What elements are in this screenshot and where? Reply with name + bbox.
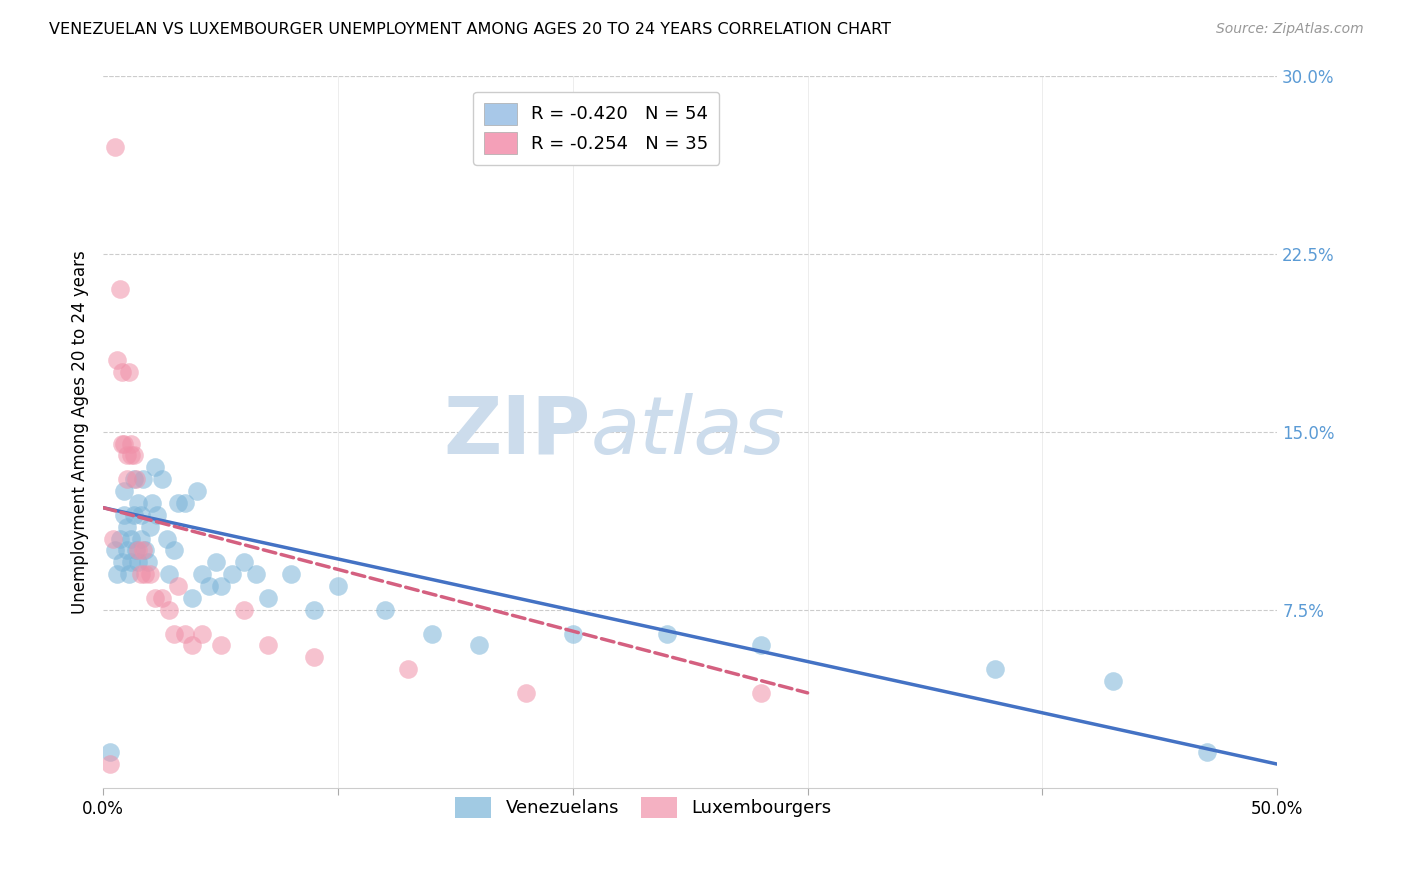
Point	[129, 532, 152, 546]
Point	[396, 662, 419, 676]
Point	[111, 555, 134, 569]
Point	[143, 591, 166, 605]
Point	[112, 436, 135, 450]
Point	[655, 626, 678, 640]
Legend: Venezuelans, Luxembourgers: Venezuelans, Luxembourgers	[449, 789, 838, 825]
Point	[209, 639, 232, 653]
Point	[420, 626, 443, 640]
Point	[190, 626, 212, 640]
Point	[190, 567, 212, 582]
Text: atlas: atlas	[591, 392, 785, 471]
Point	[181, 591, 204, 605]
Point	[174, 496, 197, 510]
Point	[112, 484, 135, 499]
Point	[146, 508, 169, 522]
Point	[256, 591, 278, 605]
Point	[120, 532, 142, 546]
Point	[280, 567, 302, 582]
Point	[115, 449, 138, 463]
Point	[143, 460, 166, 475]
Point	[129, 567, 152, 582]
Y-axis label: Unemployment Among Ages 20 to 24 years: Unemployment Among Ages 20 to 24 years	[72, 250, 89, 614]
Point	[120, 555, 142, 569]
Point	[132, 543, 155, 558]
Point	[256, 639, 278, 653]
Point	[186, 484, 208, 499]
Text: Source: ZipAtlas.com: Source: ZipAtlas.com	[1216, 22, 1364, 37]
Point	[221, 567, 243, 582]
Point	[118, 365, 141, 379]
Point	[115, 472, 138, 486]
Point	[111, 365, 134, 379]
Point	[127, 543, 149, 558]
Point	[134, 543, 156, 558]
Point	[108, 282, 131, 296]
Point	[515, 686, 537, 700]
Text: ZIP: ZIP	[443, 392, 591, 471]
Point	[141, 496, 163, 510]
Point	[233, 555, 256, 569]
Point	[150, 472, 173, 486]
Point	[122, 508, 145, 522]
Point	[162, 543, 184, 558]
Point	[111, 436, 134, 450]
Point	[468, 639, 491, 653]
Point	[136, 555, 159, 569]
Point	[749, 639, 772, 653]
Point	[155, 532, 177, 546]
Point	[105, 567, 128, 582]
Point	[122, 472, 145, 486]
Point	[108, 532, 131, 546]
Point	[150, 591, 173, 605]
Point	[139, 519, 162, 533]
Point	[245, 567, 267, 582]
Point	[209, 579, 232, 593]
Point	[205, 555, 228, 569]
Point	[749, 686, 772, 700]
Point	[1102, 673, 1125, 688]
Point	[134, 567, 156, 582]
Point	[167, 579, 190, 593]
Point	[561, 626, 583, 640]
Point	[157, 603, 180, 617]
Point	[122, 449, 145, 463]
Point	[115, 543, 138, 558]
Point	[162, 626, 184, 640]
Point	[326, 579, 349, 593]
Point	[127, 496, 149, 510]
Point	[181, 639, 204, 653]
Point	[115, 519, 138, 533]
Point	[125, 543, 148, 558]
Point	[98, 757, 121, 772]
Text: VENEZUELAN VS LUXEMBOURGER UNEMPLOYMENT AMONG AGES 20 TO 24 YEARS CORRELATION CH: VENEZUELAN VS LUXEMBOURGER UNEMPLOYMENT …	[49, 22, 891, 37]
Point	[112, 508, 135, 522]
Point	[174, 626, 197, 640]
Point	[198, 579, 221, 593]
Point	[129, 508, 152, 522]
Point	[374, 603, 396, 617]
Point	[98, 745, 121, 759]
Point	[120, 449, 142, 463]
Point	[167, 496, 190, 510]
Point	[984, 662, 1007, 676]
Point	[139, 567, 162, 582]
Point	[1195, 745, 1218, 759]
Point	[304, 650, 326, 665]
Point	[304, 603, 326, 617]
Point	[233, 603, 256, 617]
Point	[104, 543, 127, 558]
Point	[120, 436, 142, 450]
Point	[125, 472, 148, 486]
Point	[157, 567, 180, 582]
Point	[105, 353, 128, 368]
Point	[118, 567, 141, 582]
Point	[127, 555, 149, 569]
Point	[104, 140, 127, 154]
Point	[132, 472, 155, 486]
Point	[101, 532, 124, 546]
